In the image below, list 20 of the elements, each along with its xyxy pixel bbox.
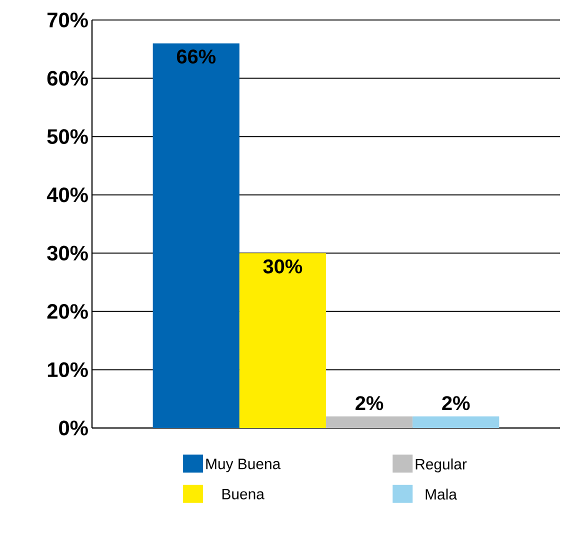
y-tick-label: 40% — [46, 187, 88, 202]
y-tick-label: 20% — [47, 304, 88, 319]
bar — [239, 253, 326, 428]
y-tick-label: 10% — [48, 362, 88, 378]
legend-label: Regular — [416, 458, 467, 472]
y-tick-label: 30% — [47, 246, 88, 261]
bar — [412, 416, 500, 428]
legend-label: Muy Buena — [206, 458, 281, 472]
y-tick-label: 50% — [47, 129, 88, 144]
data-label: 2% — [442, 396, 470, 410]
legend-label: Mala — [426, 488, 457, 500]
bar — [152, 43, 240, 428]
data-label: 30% — [263, 259, 302, 274]
legend-label: Buena — [222, 488, 264, 500]
y-tick-label: 0% — [59, 420, 88, 436]
data-label: 2% — [356, 396, 384, 410]
y-tick-label: 60% — [47, 70, 88, 86]
y-tick-label: 70% — [48, 12, 88, 28]
data-label: 66% — [176, 50, 216, 64]
bar — [326, 416, 413, 428]
